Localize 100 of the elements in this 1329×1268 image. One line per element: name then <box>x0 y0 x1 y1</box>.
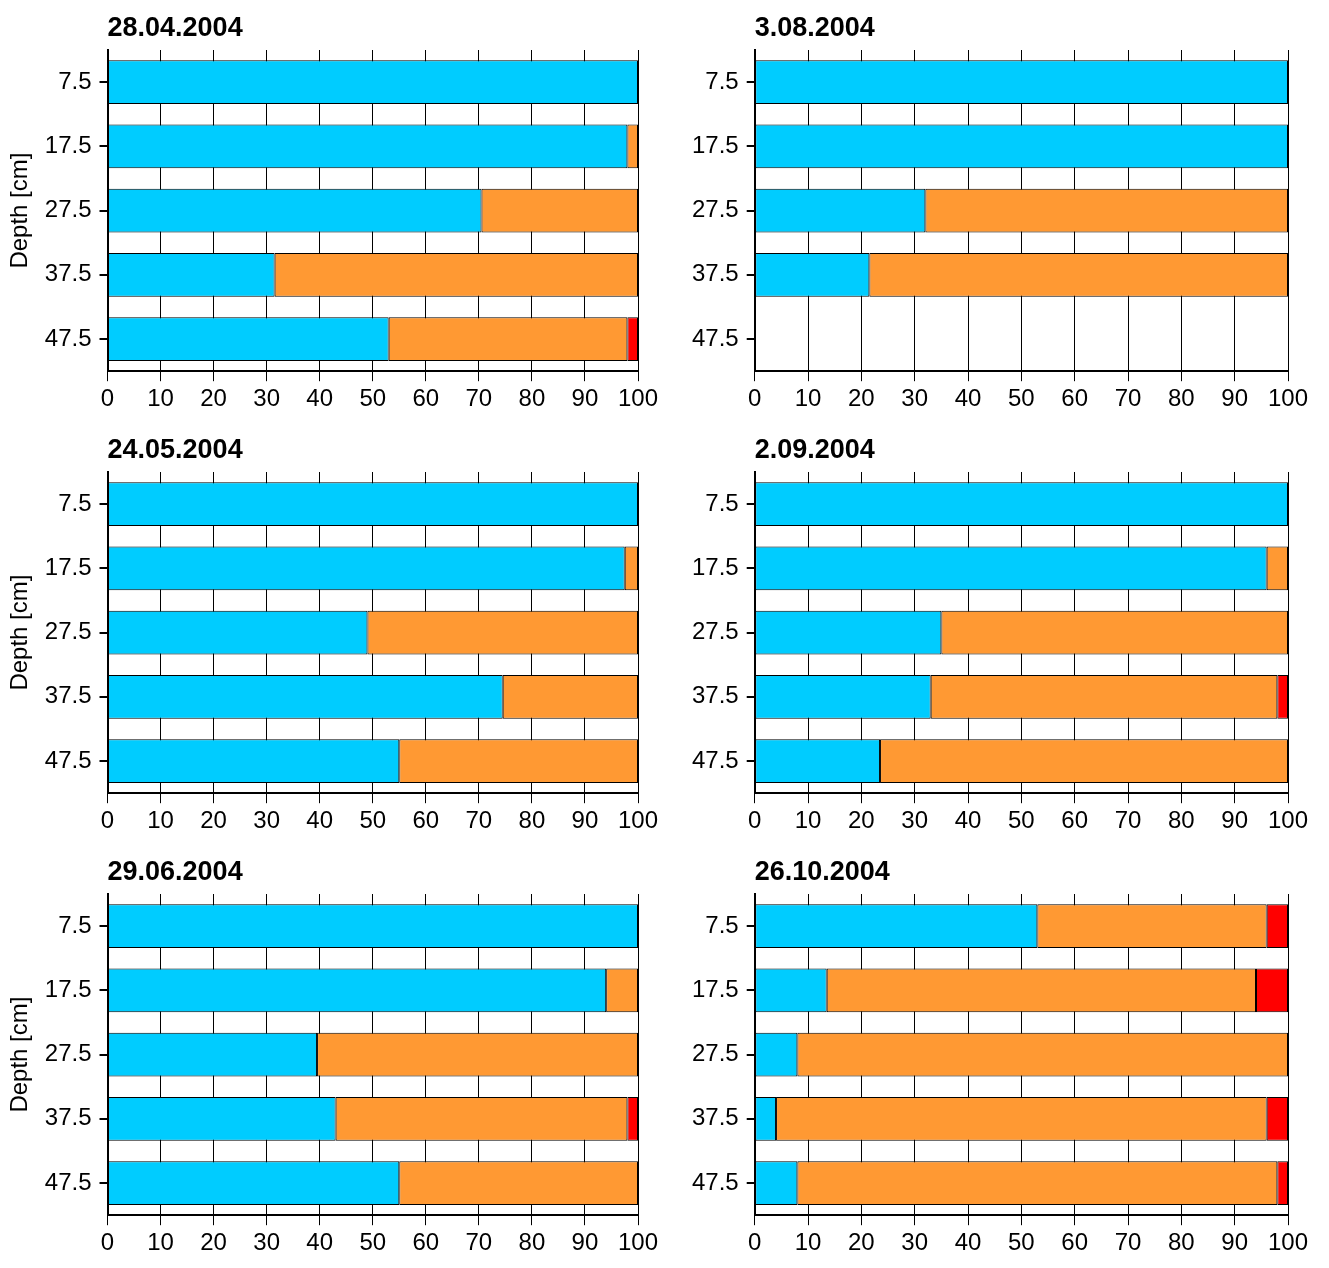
x-tick-label: 30 <box>901 806 929 834</box>
x-tick-label: 60 <box>1061 1228 1089 1256</box>
x-tick-label: 20 <box>200 1228 227 1256</box>
y-tick-label: 27.5 <box>44 1039 92 1067</box>
x-tick-label: 10 <box>794 1228 822 1256</box>
x-tick-label: 60 <box>412 1228 440 1256</box>
x-tick-label: 100 <box>1267 1228 1309 1256</box>
x-tick-label: 90 <box>1221 1228 1249 1256</box>
y-tick-label: 47.5 <box>691 323 739 351</box>
y-tick-label: 37.5 <box>691 259 739 287</box>
x-tick-label: 40 <box>954 1228 982 1256</box>
y-tick-label: 7.5 <box>705 66 739 94</box>
x-tick-label: 60 <box>1061 806 1089 834</box>
x-tick-label: 30 <box>253 806 281 834</box>
x-tick-label: 50 <box>1008 806 1035 834</box>
x-tick-label: 30 <box>253 1228 281 1256</box>
chart-title: 2.09.2004 <box>754 434 875 464</box>
y-tick-label: 27.5 <box>691 195 739 223</box>
y-tick-label: 7.5 <box>705 910 739 938</box>
x-tick-label: 20 <box>848 1228 875 1256</box>
x-tick-label: 60 <box>1061 384 1089 412</box>
x-tick-label: 80 <box>1167 1228 1195 1256</box>
y-tick-label: 17.5 <box>691 974 739 1002</box>
y-tick-label: 27.5 <box>691 617 739 645</box>
x-tick-label: 100 <box>1267 806 1309 834</box>
y-tick-label: 17.5 <box>44 974 92 1002</box>
x-tick-label: 80 <box>518 384 546 412</box>
chart-title: 29.06.2004 <box>107 856 243 886</box>
x-tick-label: 100 <box>617 806 659 834</box>
x-tick-label: 80 <box>1167 384 1195 412</box>
y-tick-label: 17.5 <box>44 552 92 580</box>
x-tick-label: 20 <box>200 384 227 412</box>
x-tick-label: 80 <box>1167 806 1195 834</box>
x-tick-label: 80 <box>518 1228 546 1256</box>
x-tick-label: 0 <box>100 384 115 412</box>
y-tick-label: 47.5 <box>44 1167 92 1195</box>
x-tick-label: 50 <box>359 1228 387 1256</box>
x-tick-label: 40 <box>306 1228 334 1256</box>
x-tick-label: 50 <box>1008 1228 1035 1256</box>
y-axis-title: Depth [cm] <box>5 996 33 1113</box>
x-tick-label: 0 <box>748 1228 762 1256</box>
y-tick-label: 7.5 <box>705 488 739 516</box>
x-tick-label: 70 <box>1114 1228 1142 1256</box>
x-tick-label: 80 <box>518 806 546 834</box>
x-tick-label: 90 <box>571 384 599 412</box>
x-tick-label: 100 <box>1267 384 1309 412</box>
x-tick-label: 40 <box>306 806 334 834</box>
x-tick-label: 90 <box>571 1228 599 1256</box>
x-tick-label: 20 <box>848 384 875 412</box>
y-tick-label: 17.5 <box>44 130 92 158</box>
y-tick-label: 27.5 <box>44 617 92 645</box>
x-tick-label: 70 <box>1114 806 1142 834</box>
y-tick-label: 27.5 <box>691 1039 739 1067</box>
chart-title: 3.08.2004 <box>754 12 875 42</box>
x-tick-label: 10 <box>147 806 174 834</box>
y-tick-label: 7.5 <box>58 910 92 938</box>
x-tick-label: 90 <box>571 806 599 834</box>
x-tick-label: 90 <box>1221 806 1249 834</box>
y-tick-label: 37.5 <box>691 681 739 709</box>
x-tick-label: 70 <box>465 806 493 834</box>
x-tick-label: 10 <box>794 806 822 834</box>
y-tick-label: 47.5 <box>691 1167 739 1195</box>
x-tick-label: 0 <box>748 384 762 412</box>
y-tick-label: 27.5 <box>44 195 92 223</box>
y-tick-label: 17.5 <box>691 130 739 158</box>
x-tick-label: 0 <box>100 806 115 834</box>
x-tick-label: 20 <box>848 806 875 834</box>
x-tick-label: 100 <box>617 1228 659 1256</box>
chart-title: 28.04.2004 <box>107 12 243 42</box>
x-tick-label: 30 <box>253 384 281 412</box>
y-tick-label: 47.5 <box>44 745 92 773</box>
y-tick-label: 37.5 <box>44 1103 92 1131</box>
x-tick-label: 30 <box>901 1228 929 1256</box>
x-tick-label: 40 <box>954 384 982 412</box>
x-tick-label: 100 <box>617 384 659 412</box>
x-tick-label: 30 <box>901 384 929 412</box>
x-tick-label: 50 <box>359 384 387 412</box>
chart-title: 26.10.2004 <box>754 856 890 886</box>
y-tick-label: 7.5 <box>58 488 92 516</box>
x-tick-label: 50 <box>359 806 387 834</box>
y-tick-label: 17.5 <box>691 552 739 580</box>
x-tick-label: 10 <box>147 384 174 412</box>
y-tick-label: 37.5 <box>44 681 92 709</box>
x-tick-label: 20 <box>200 806 227 834</box>
y-tick-label: 47.5 <box>44 323 92 351</box>
x-tick-label: 0 <box>748 806 762 834</box>
y-tick-label: 7.5 <box>58 66 92 94</box>
y-tick-label: 47.5 <box>691 745 739 773</box>
x-tick-label: 70 <box>1114 384 1142 412</box>
x-tick-label: 50 <box>1008 384 1035 412</box>
y-axis-title: Depth [cm] <box>5 574 33 691</box>
y-tick-label: 37.5 <box>691 1103 739 1131</box>
x-tick-label: 40 <box>306 384 334 412</box>
x-tick-label: 10 <box>794 384 822 412</box>
chart-title: 24.05.2004 <box>107 434 243 464</box>
y-axis-title: Depth [cm] <box>5 152 33 269</box>
x-tick-label: 70 <box>465 384 493 412</box>
y-tick-label: 37.5 <box>44 259 92 287</box>
x-tick-label: 0 <box>100 1228 115 1256</box>
x-tick-label: 60 <box>412 384 440 412</box>
